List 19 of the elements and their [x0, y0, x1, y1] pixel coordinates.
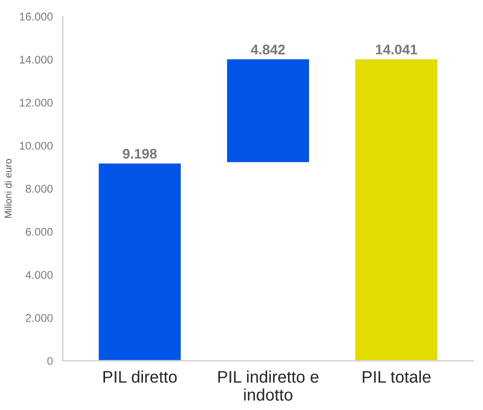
y-tick-label: 12.000: [20, 98, 53, 107]
y-axis-title: Milioni di euro: [4, 159, 12, 218]
y-tick-label: 6.000: [26, 228, 53, 236]
data-label: 9.198: [122, 148, 157, 159]
x-tick-label: PIL indiretto e indotto: [218, 370, 318, 401]
y-tick-label: 0: [47, 357, 53, 365]
y-tick-label: 10.000: [20, 142, 53, 150]
bar: [354, 58, 439, 361]
data-label: 14.041: [376, 44, 418, 54]
y-tick-label: 16.000: [20, 12, 53, 21]
x-tick-label: PIL totale: [362, 370, 431, 383]
y-tick-label: 8.000: [26, 184, 53, 193]
x-tick-label: PIL diretto: [103, 370, 177, 383]
y-tick-label: 4.000: [26, 270, 53, 279]
data-label: 4.842: [250, 44, 285, 54]
y-tick-label: 14.000: [20, 56, 53, 64]
bar: [97, 162, 182, 361]
y-tick-label: 2.000: [26, 314, 53, 322]
bar: [226, 58, 310, 164]
